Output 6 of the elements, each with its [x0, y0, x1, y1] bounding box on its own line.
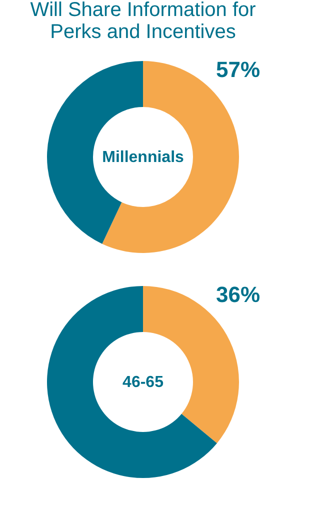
- donut-slice: [47, 286, 217, 478]
- text: Millennials: [102, 149, 184, 166]
- chart-title: Will Share Information for Perks and Incentives: [30, 0, 256, 43]
- data-label: 36%: [216, 282, 260, 307]
- text: 46-65: [122, 374, 164, 391]
- data-label: 57%: [216, 57, 260, 82]
